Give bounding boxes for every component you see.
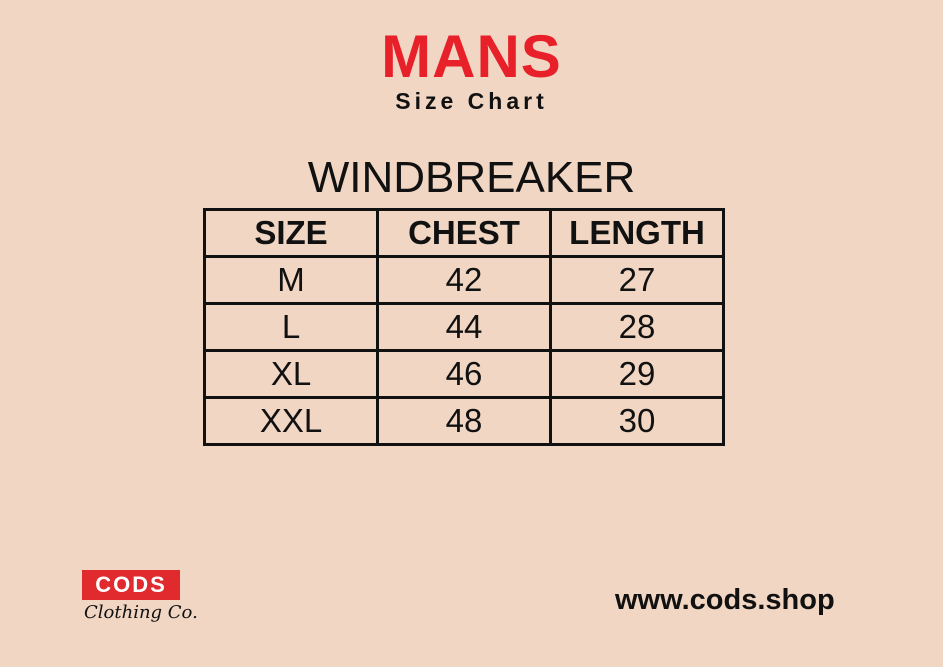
cell-chest: 44 [376, 302, 552, 352]
cell-size: M [203, 255, 379, 305]
cell-length: 30 [549, 396, 725, 446]
product-name: WINDBREAKER [307, 153, 636, 202]
table-row: M 42 27 [203, 255, 725, 305]
page-title: MANS [381, 23, 562, 90]
size-table: SIZE CHEST LENGTH M 42 27 L 44 28 XL 46 … [203, 208, 725, 446]
cell-chest: 42 [376, 255, 552, 305]
cell-chest: 46 [376, 349, 552, 399]
page-subtitle: Size Chart [395, 88, 548, 114]
cell-size: XXL [203, 396, 379, 446]
header-chest: CHEST [376, 208, 552, 258]
cell-length: 28 [549, 302, 725, 352]
cell-length: 29 [549, 349, 725, 399]
cell-size: L [203, 302, 379, 352]
logo-tagline: Clothing Co. [84, 602, 198, 623]
cell-size: XL [203, 349, 379, 399]
brand-logo: CODS Clothing Co. [82, 570, 198, 623]
logo-text: CODS [82, 570, 180, 600]
table-row: XXL 48 30 [203, 396, 725, 446]
table-row: XL 46 29 [203, 349, 725, 399]
header-size: SIZE [203, 208, 379, 258]
table-header-row: SIZE CHEST LENGTH [203, 208, 725, 258]
header-length: LENGTH [549, 208, 725, 258]
table-row: L 44 28 [203, 302, 725, 352]
cell-chest: 48 [376, 396, 552, 446]
website-url: www.cods.shop [615, 584, 835, 616]
cell-length: 27 [549, 255, 725, 305]
